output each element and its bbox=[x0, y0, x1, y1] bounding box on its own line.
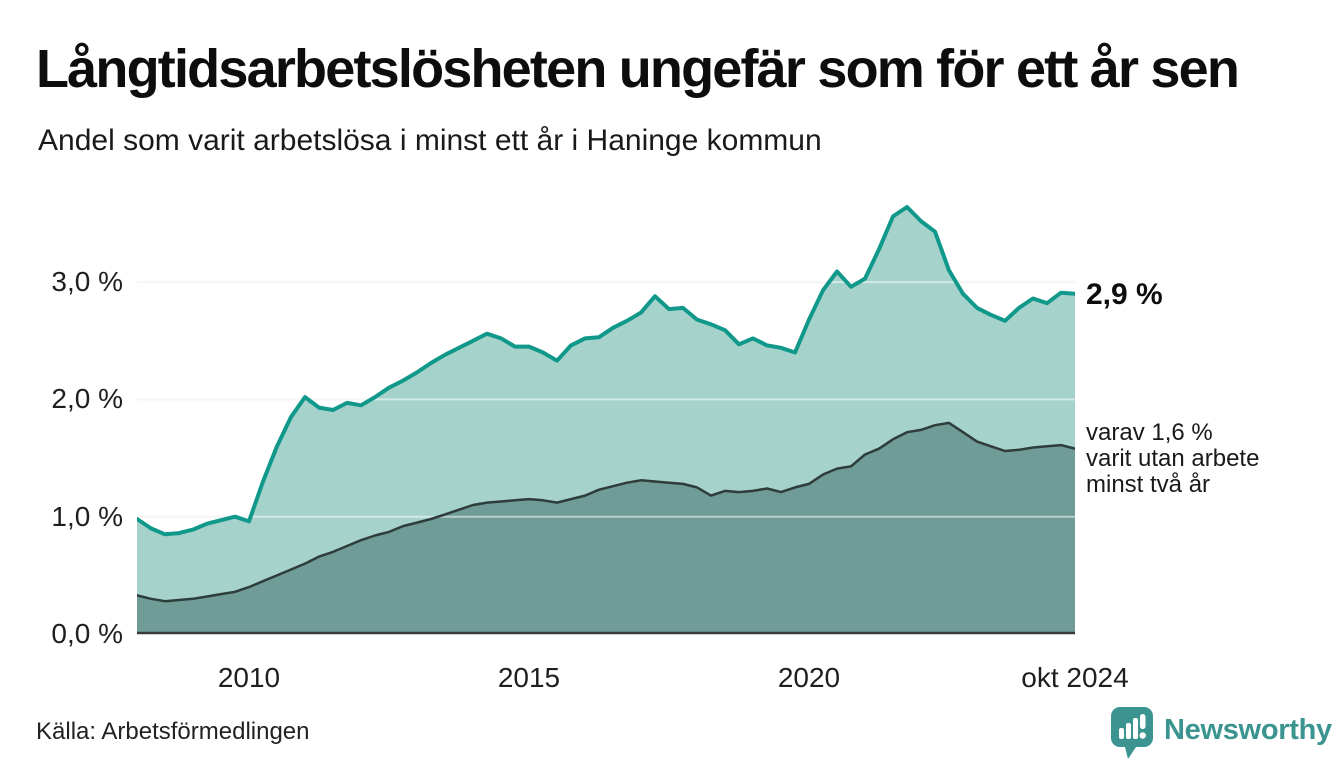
y-tick-2: 2,0 % bbox=[51, 383, 123, 414]
y-tick-1: 1,0 % bbox=[51, 501, 123, 532]
newsworthy-logo: Newsworthy bbox=[1110, 706, 1332, 760]
page-subtitle: Andel som varit arbetslösa i minst ett å… bbox=[38, 124, 822, 157]
brand-name: Newsworthy bbox=[1164, 714, 1332, 746]
note-line-2: varit utan arbete bbox=[1086, 445, 1260, 472]
line-total bbox=[137, 205, 1075, 537]
x-tick-okt-2024: okt 2024 bbox=[1021, 662, 1129, 693]
line-two-year bbox=[137, 421, 1075, 603]
newsworthy-logo-icon bbox=[1111, 707, 1153, 759]
chart-svg bbox=[137, 205, 1075, 635]
area-two-year bbox=[137, 422, 1075, 634]
note-line-3: minst två år bbox=[1086, 471, 1211, 498]
source-note: Källa: Arbetsförmedlingen bbox=[36, 718, 310, 745]
gridlines-over bbox=[137, 281, 1075, 518]
x-tick-2010: 2010 bbox=[217, 662, 281, 693]
x-tick-2020: 2020 bbox=[777, 662, 841, 693]
x-tick-2015: 2015 bbox=[497, 662, 561, 693]
y-tick-0: 0,0 % bbox=[51, 618, 123, 649]
end-value-label: 2,9 % bbox=[1086, 278, 1163, 311]
note-line-1: varav 1,6 % bbox=[1086, 419, 1213, 446]
page-title: Långtidsarbetslösheten ungefär som för e… bbox=[36, 39, 1240, 99]
two-year-note: varav 1,6 % varit utan arbete minst två … bbox=[1086, 420, 1259, 498]
y-tick-3: 3,0 % bbox=[51, 266, 123, 297]
